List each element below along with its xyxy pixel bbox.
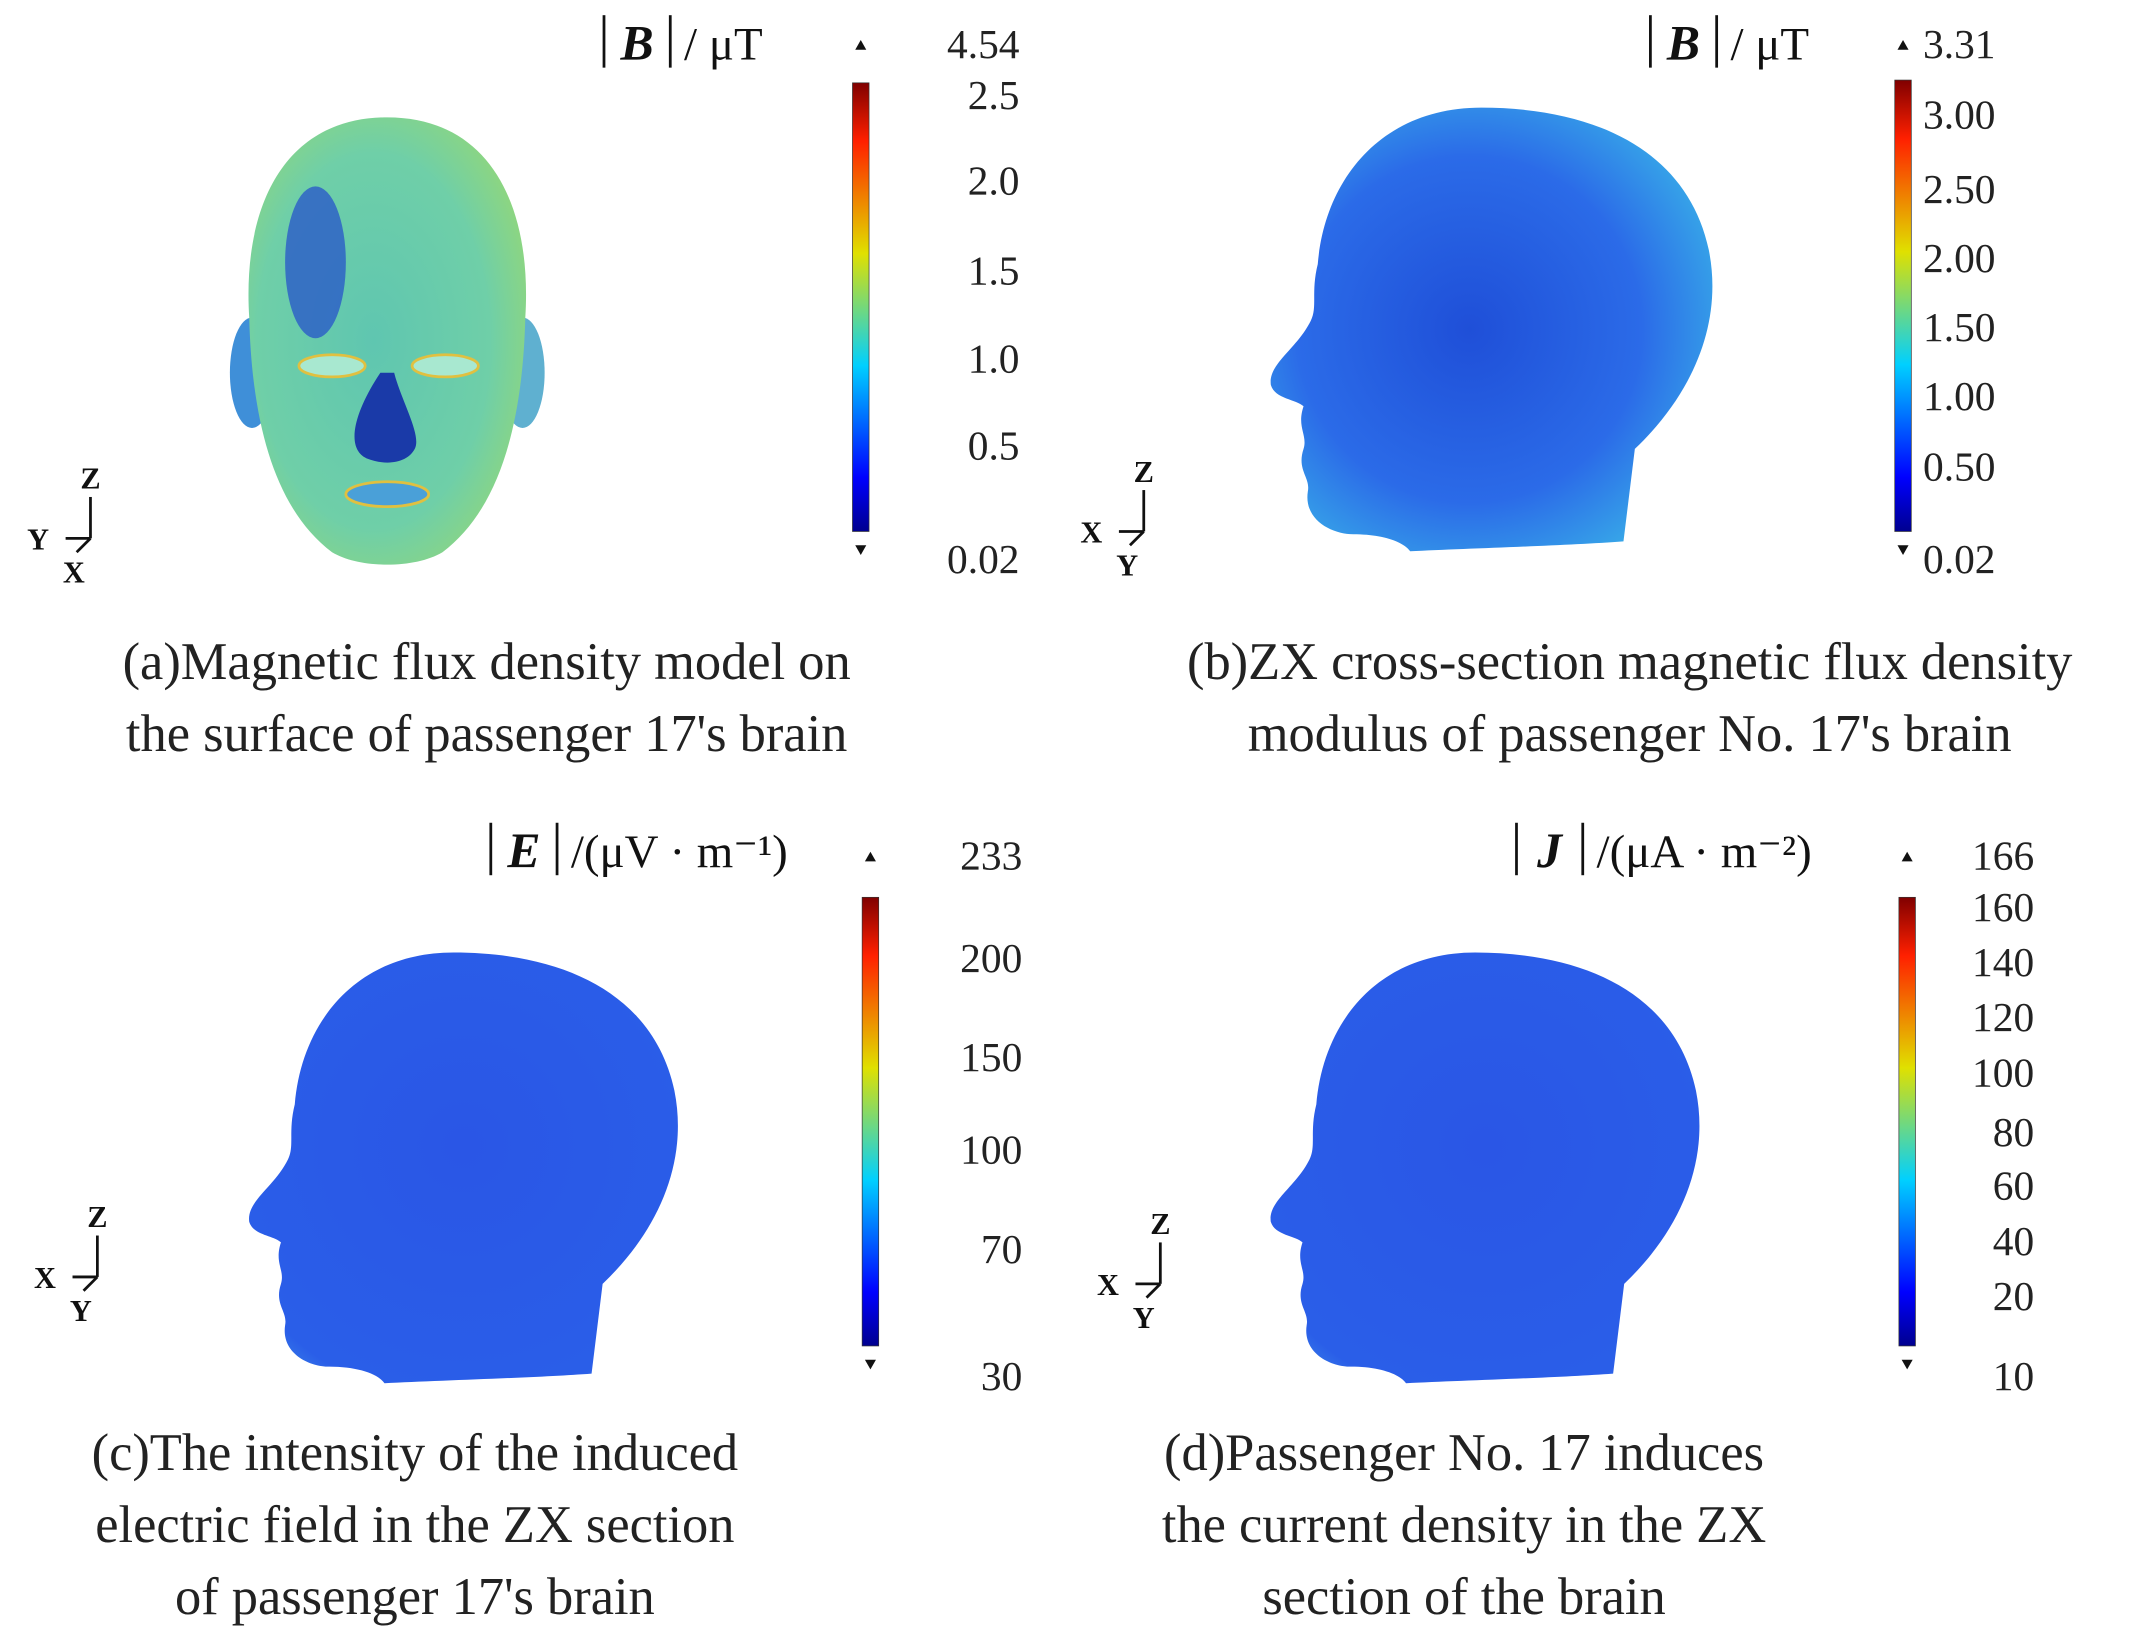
axis-arrow [82, 1275, 99, 1292]
colorbar-max: 3.31 [1923, 21, 1995, 67]
axis-label: Y [70, 1294, 92, 1328]
caption: the current density in the ZX [1162, 1496, 1766, 1554]
axis-triad: ZXY [34, 1200, 107, 1328]
dark-patch [285, 186, 346, 339]
unit-label: /(μV · m⁻¹) [571, 826, 788, 878]
colorbar [1894, 79, 1912, 532]
panel: ZXY B / μT 3.31 0.02 3.00 2.50 2.00 1.50 1.00 0.50… [1080, 15, 2073, 763]
colorbar-tick-label: 2.00 [1923, 235, 1995, 281]
axis-arrow [75, 537, 92, 554]
colorbar-tick-label: 60 [1993, 1163, 2034, 1209]
axis-arrow [1145, 1282, 1162, 1299]
axis-label: Y [27, 522, 49, 556]
colorbar-tick-label: 70 [981, 1226, 1022, 1272]
axis-label: Z [87, 1200, 107, 1234]
panel: ZYX B / μT 4.54 0.02 2.5 2.0 1.5 1.0 0.5 (a)Magnet… [27, 15, 1020, 763]
unit-symbol: B [1666, 15, 1700, 70]
colorbar-tick-label: 2.5 [968, 72, 1020, 118]
caption: (a)Magnetic flux density model on [123, 633, 851, 691]
caption: (c)The intensity of the induced [92, 1424, 739, 1482]
axis-label: Z [1150, 1207, 1170, 1241]
head-profile [249, 952, 678, 1384]
eye [410, 353, 480, 379]
colorbar-min: 30 [981, 1353, 1022, 1399]
min-marker [1897, 545, 1909, 555]
axis-arrow [1128, 530, 1145, 547]
colorbar-max: 4.54 [947, 21, 1020, 67]
head-profile [1270, 107, 1713, 552]
colorbar-tick-label: 0.5 [968, 423, 1020, 469]
colorbar-tick-label: 100 [960, 1127, 1022, 1173]
colorbar-tick-label: 100 [1972, 1049, 2034, 1095]
caption: of passenger 17's brain [175, 1568, 655, 1626]
max-marker [855, 40, 867, 50]
colorbar-min: 0.02 [947, 536, 1019, 582]
colorbar-tick-label: 1.50 [1923, 304, 1995, 350]
colorbar [852, 82, 870, 532]
caption: (b)ZX cross-section magnetic flux densit… [1187, 633, 2073, 691]
axis-label: X [1097, 1268, 1119, 1302]
axis-label: X [34, 1261, 56, 1295]
unit-symbol: E [506, 823, 540, 878]
caption: the surface of passenger 17's brain [126, 705, 847, 763]
colorbar-max: 233 [960, 833, 1022, 879]
unit-label: /(μA · m⁻²) [1597, 826, 1812, 878]
caption: (d)Passenger No. 17 induces [1164, 1424, 1764, 1482]
colorbar-tick-label: 1.0 [968, 336, 1020, 382]
unit-symbol: B [620, 15, 654, 70]
colorbar-max: 166 [1972, 833, 2034, 879]
colorbar-tick-label: 140 [1972, 939, 2034, 985]
axis-label: Z [80, 462, 100, 496]
panel: ZXY E /(μV · m⁻¹) 233 30 200 150 100 70 (c)The in… [34, 822, 1022, 1626]
unit-symbol: J [1536, 823, 1564, 878]
min-marker [1901, 1359, 1913, 1370]
mouth [344, 480, 431, 509]
colorbar-tick-label: 160 [1972, 884, 2034, 930]
unit-label: / μT [684, 18, 763, 70]
colorbar-tick-label: 40 [1993, 1218, 2034, 1264]
axis-triad: ZYX [27, 462, 100, 590]
max-marker [1901, 851, 1913, 862]
colorbar-tick-label: 200 [960, 935, 1022, 981]
min-marker [864, 1359, 876, 1370]
colorbar-tick-label: 150 [960, 1034, 1022, 1080]
colorbar-tick-label: 20 [1993, 1273, 2034, 1319]
colorbar [1898, 896, 1916, 1347]
colorbar-tick-label: 3.00 [1923, 91, 1995, 137]
colorbar-tick-label: 0.50 [1923, 443, 1995, 489]
colorbar-tick-label: 1.5 [968, 247, 1020, 293]
axis-label: Z [1134, 455, 1154, 489]
eye [297, 353, 367, 379]
axis-label: Y [1133, 1301, 1155, 1335]
colorbar-tick-label: 120 [1972, 994, 2034, 1040]
colorbar-tick-label: 1.00 [1923, 373, 1995, 419]
axis-triad: ZXY [1080, 455, 1153, 583]
axis-label: Y [1116, 549, 1138, 583]
colorbar-tick-label: 2.0 [968, 158, 1020, 204]
axis-label: X [1080, 516, 1102, 550]
colorbar-tick-label: 2.50 [1923, 166, 1995, 212]
colorbar-min: 0.02 [1923, 536, 1995, 582]
caption: modulus of passenger No. 17's brain [1248, 705, 2012, 763]
panel: ZXY J /(μA · m⁻²) 166 10 160 140 120 100 80 60 40 20… [1097, 822, 2034, 1626]
head-profile [1270, 952, 1700, 1384]
axis-triad: ZXY [1097, 1207, 1170, 1335]
max-marker [864, 851, 876, 862]
colorbar-tick-label: 80 [1993, 1109, 2034, 1155]
unit-label: / μT [1730, 18, 1809, 70]
min-marker [855, 545, 867, 555]
colorbar-min: 10 [1993, 1353, 2034, 1399]
max-marker [1897, 40, 1909, 50]
caption: section of the brain [1262, 1568, 1665, 1626]
head-model [229, 117, 545, 565]
colorbar [861, 896, 880, 1347]
axis-label: X [63, 556, 85, 590]
caption: electric field in the ZX section [95, 1496, 734, 1554]
nose [354, 372, 417, 463]
